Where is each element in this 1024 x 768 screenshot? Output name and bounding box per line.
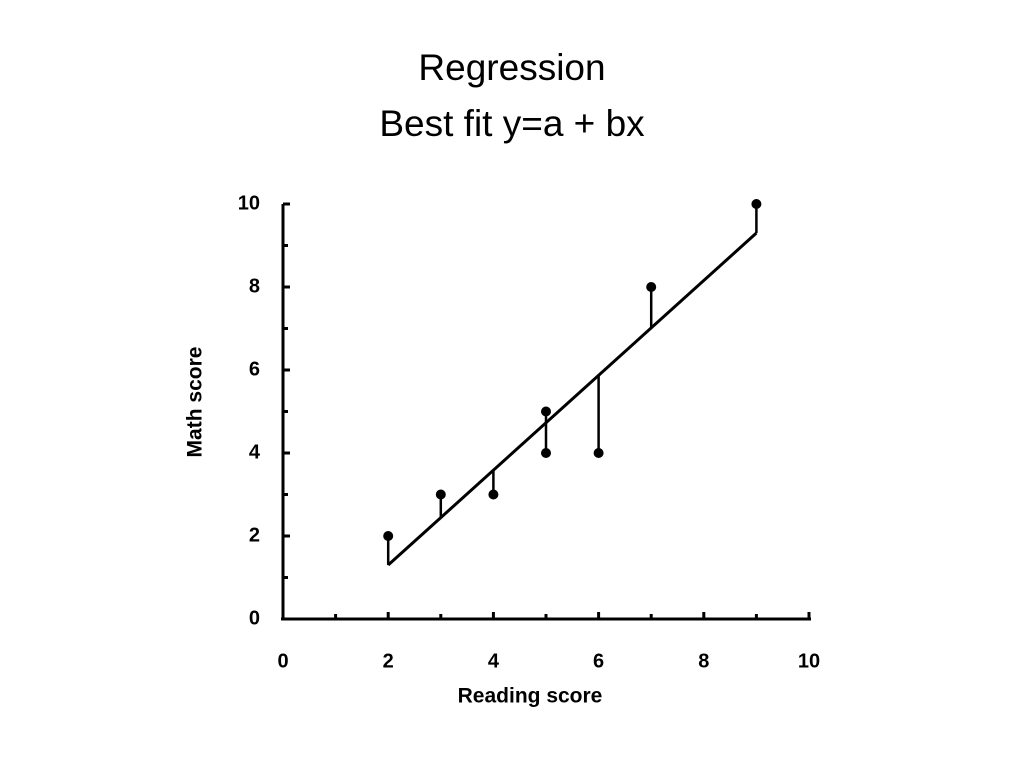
y-tick-label: 6 <box>249 358 260 380</box>
point <box>751 199 762 209</box>
point <box>646 282 657 292</box>
x-tick-label: 6 <box>593 650 604 672</box>
point <box>383 531 394 541</box>
x-tick-label: 8 <box>698 650 709 672</box>
chart-title: Regression <box>418 47 605 88</box>
chart-subtitle: Best fit y=a + bx <box>379 103 645 144</box>
point <box>541 406 551 417</box>
x-tick-label: 10 <box>798 650 820 672</box>
point <box>488 489 499 500</box>
y-tick-label: 10 <box>238 192 260 214</box>
y-tick-label: 8 <box>249 275 260 297</box>
y-tick-label: 2 <box>249 524 260 546</box>
x-tick-label: 0 <box>277 650 288 672</box>
y-tick-label: 0 <box>249 607 260 629</box>
x-axis-label: Reading score <box>458 685 603 708</box>
y-axis-label: Math score <box>184 347 207 458</box>
x-tick-label: 4 <box>488 650 500 672</box>
point <box>435 489 446 500</box>
point <box>541 448 551 458</box>
point <box>593 448 604 458</box>
x-tick-label: 2 <box>383 650 394 672</box>
fit-line <box>387 231 758 567</box>
y-tick-label: 4 <box>249 441 261 463</box>
